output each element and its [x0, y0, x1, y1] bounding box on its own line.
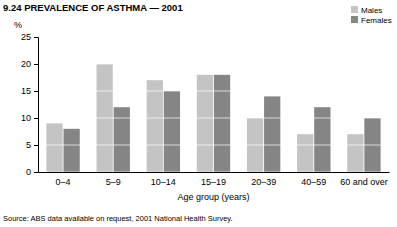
y-axis: 0 5 10 15 20 25	[21, 32, 39, 177]
y-tick: 15	[21, 86, 38, 96]
x-axis: 0–4 5–9 10–14 15–19 20–39 40–59 60 and over	[39, 172, 390, 187]
y-tick: 25	[21, 32, 38, 42]
bar	[314, 107, 330, 172]
y-tick-label: 5	[26, 140, 31, 150]
y-tick: 5	[26, 140, 38, 150]
grid-line	[38, 145, 389, 146]
y-label: %	[14, 20, 22, 30]
y-tick: 20	[21, 59, 38, 69]
legend-label: Males	[361, 6, 382, 15]
x-axis-line	[39, 172, 390, 173]
plot: 0 5 10 15 20 25 0–4 5–9 10–14 15–19 20–39 40–59 60 a…	[21, 32, 390, 187]
legend: MalesFemales	[351, 6, 392, 25]
legend-label: Females	[361, 16, 392, 25]
y-tick: 10	[21, 113, 38, 123]
x-tick-label: 40–59	[301, 177, 326, 187]
x-tick: 5–9	[106, 172, 121, 187]
x-label: Age group (years)	[177, 192, 249, 202]
bar	[63, 129, 79, 172]
bar	[297, 134, 313, 172]
grid	[38, 37, 389, 172]
grid-line	[38, 118, 389, 119]
x-tick: 15–19	[201, 172, 226, 187]
y-tick-label: 0	[26, 167, 31, 177]
grid-line	[38, 64, 389, 65]
x-tick: 40–59	[301, 172, 326, 187]
bar	[164, 91, 180, 172]
x-tick: 60 and over	[340, 172, 388, 187]
bar	[264, 96, 280, 172]
y-tick: 0	[26, 167, 38, 177]
y-tick-mark	[34, 145, 38, 146]
y-tick-mark	[34, 64, 38, 65]
bar	[197, 75, 213, 172]
grid-line	[38, 172, 389, 173]
y-tick-mark	[34, 118, 38, 119]
x-tick-label: 20–39	[251, 177, 276, 187]
legend-swatch	[351, 6, 358, 13]
bar	[46, 123, 62, 172]
bar	[147, 80, 163, 172]
y-tick-label: 20	[21, 59, 31, 69]
x-tick: 10–14	[151, 172, 176, 187]
y-tick-mark	[34, 172, 38, 173]
source: Source: ABS data available on request, 2…	[3, 214, 233, 223]
x-tick-label: 5–9	[106, 177, 121, 187]
chart: 9.24 PREVALENCE OF ASTHMA — 2001% 0 5 10 15 2…	[0, 0, 397, 227]
grid-line	[38, 91, 389, 92]
bar	[114, 107, 130, 172]
bar	[214, 75, 230, 172]
grid-line	[38, 37, 389, 38]
x-tick-label: 0–4	[56, 177, 71, 187]
y-tick-label: 10	[21, 113, 31, 123]
title: 9.24 PREVALENCE OF ASTHMA — 2001	[3, 2, 183, 13]
x-tick-label: 10–14	[151, 177, 176, 187]
x-tick-label: 15–19	[201, 177, 226, 187]
x-tick: 0–4	[56, 172, 71, 187]
y-tick-label: 25	[21, 32, 31, 42]
y-tick-mark	[34, 91, 38, 92]
x-tick: 20–39	[251, 172, 276, 187]
y-axis-line	[34, 38, 39, 173]
bar	[347, 134, 363, 172]
legend-swatch	[351, 16, 358, 23]
y-tick-mark	[34, 37, 38, 38]
y-tick-label: 15	[21, 86, 31, 96]
x-tick-label: 60 and over	[340, 177, 388, 187]
